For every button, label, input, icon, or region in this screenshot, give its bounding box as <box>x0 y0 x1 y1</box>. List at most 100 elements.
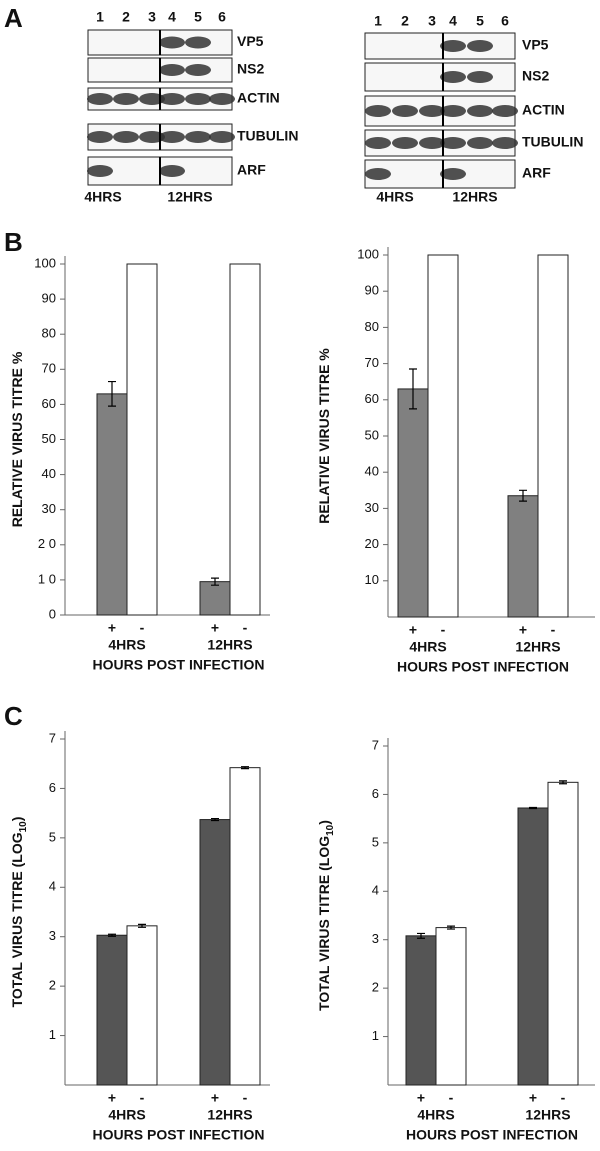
error-bar <box>211 817 219 822</box>
series-sign: + <box>211 620 219 636</box>
series-sign: - <box>449 1090 454 1106</box>
blot-band <box>365 168 391 180</box>
bar <box>427 254 459 618</box>
y-tick-label: 1 0 <box>38 571 56 586</box>
y-axis-label-subscript: 10 <box>18 821 29 833</box>
x-tick-label: 12HRS <box>207 1107 252 1123</box>
blot-band <box>419 105 445 117</box>
blot-band <box>87 165 113 177</box>
bar <box>199 581 231 616</box>
series-sign: - <box>243 620 248 636</box>
y-tick-label: 3 <box>372 931 379 946</box>
error-bar <box>447 925 455 930</box>
series-sign: + <box>108 1090 116 1106</box>
series-sign: - <box>140 620 145 636</box>
blot-band <box>113 131 139 143</box>
group-label: 4HRS <box>84 189 121 205</box>
y-axis-label: TOTAL VIRUS TITRE (LOG10) <box>316 820 336 1011</box>
lane-number: 5 <box>476 13 484 29</box>
group-label: 12HRS <box>167 189 212 205</box>
y-tick-label: 7 <box>372 737 379 752</box>
blot-band <box>467 40 493 52</box>
y-tick-label: 3 <box>49 928 56 943</box>
y-axis-label-end: ) <box>316 820 332 825</box>
x-axis-label: HOURS POST INFECTION <box>93 1127 265 1143</box>
x-tick-label: 12HRS <box>525 1107 570 1123</box>
y-tick-label: 50 <box>365 427 379 442</box>
bar <box>405 935 437 1086</box>
series-sign: + <box>529 1090 537 1106</box>
blot-band <box>159 131 185 143</box>
bar <box>435 927 467 1086</box>
blot-band <box>440 71 466 83</box>
row-label: ARF <box>522 165 551 181</box>
series-sign: - <box>551 622 556 638</box>
blot-band <box>440 168 466 180</box>
blot-band <box>185 131 211 143</box>
x-axis-label: HOURS POST INFECTION <box>397 659 569 675</box>
blot-band <box>392 137 418 149</box>
y-axis-label-text: RELATIVE VIRUS TITRE % <box>316 348 332 524</box>
y-tick-label: 90 <box>365 283 379 298</box>
x-tick-label: 4HRS <box>108 1107 145 1123</box>
error-bar <box>417 932 425 939</box>
bar <box>397 388 429 618</box>
y-tick-label: 10 <box>365 572 379 587</box>
lane-number: 2 <box>401 13 409 29</box>
y-tick-label: 20 <box>365 536 379 551</box>
row-label: ARF <box>237 162 266 178</box>
blot-band <box>392 105 418 117</box>
error-bar <box>211 577 219 586</box>
y-axis-label-text: TOTAL VIRUS TITRE (LOG <box>9 832 25 1007</box>
blot-band <box>492 105 518 117</box>
lane-number: 2 <box>122 9 130 25</box>
series-sign: - <box>561 1090 566 1106</box>
y-tick-label: 0 <box>49 606 56 621</box>
lane-number: 4 <box>449 13 457 29</box>
blot-band <box>440 137 466 149</box>
blot-band <box>159 93 185 105</box>
y-tick-label: 4 <box>49 879 56 894</box>
panel-label: B <box>4 227 23 257</box>
series-sign: + <box>108 620 116 636</box>
error-bar <box>519 489 527 502</box>
group-label: 4HRS <box>376 189 413 205</box>
blot-band <box>419 137 445 149</box>
lane-number: 4 <box>168 9 176 25</box>
lane-number: 3 <box>148 9 156 25</box>
y-tick-label: 2 <box>49 978 56 993</box>
bar <box>96 934 128 1086</box>
y-tick-label: 80 <box>365 319 379 334</box>
y-tick-label: 2 <box>372 980 379 995</box>
blot-band <box>159 36 185 49</box>
blot-band <box>467 137 493 149</box>
x-tick-label: 4HRS <box>108 637 145 653</box>
y-tick-label: 7 <box>49 730 56 745</box>
row-label: TUBULIN <box>522 134 583 150</box>
row-label: VP5 <box>522 37 549 53</box>
lane-number: 1 <box>96 9 104 25</box>
y-axis-label-subscript: 10 <box>325 824 336 836</box>
panel-label: C <box>4 701 23 731</box>
group-label: 12HRS <box>452 189 497 205</box>
y-tick-label: 30 <box>42 501 56 516</box>
blot-band <box>492 137 518 149</box>
lane-number: 1 <box>374 13 382 29</box>
y-axis-label: RELATIVE VIRUS TITRE % <box>316 348 332 524</box>
blot-band <box>209 93 235 105</box>
error-bar <box>108 933 116 937</box>
blot-band <box>87 131 113 143</box>
panel-label: A <box>4 3 23 33</box>
y-tick-label: 100 <box>34 255 56 270</box>
blot-band <box>139 93 165 105</box>
row-label: NS2 <box>237 61 264 77</box>
y-tick-label: 30 <box>365 500 379 515</box>
y-tick-label: 5 <box>49 829 56 844</box>
blot-band <box>159 64 185 76</box>
blot-band <box>185 93 211 105</box>
y-axis-label: RELATIVE VIRUS TITRE % <box>9 351 25 527</box>
y-tick-label: 4 <box>372 883 379 898</box>
bar <box>126 263 158 616</box>
lane-number: 5 <box>194 9 202 25</box>
